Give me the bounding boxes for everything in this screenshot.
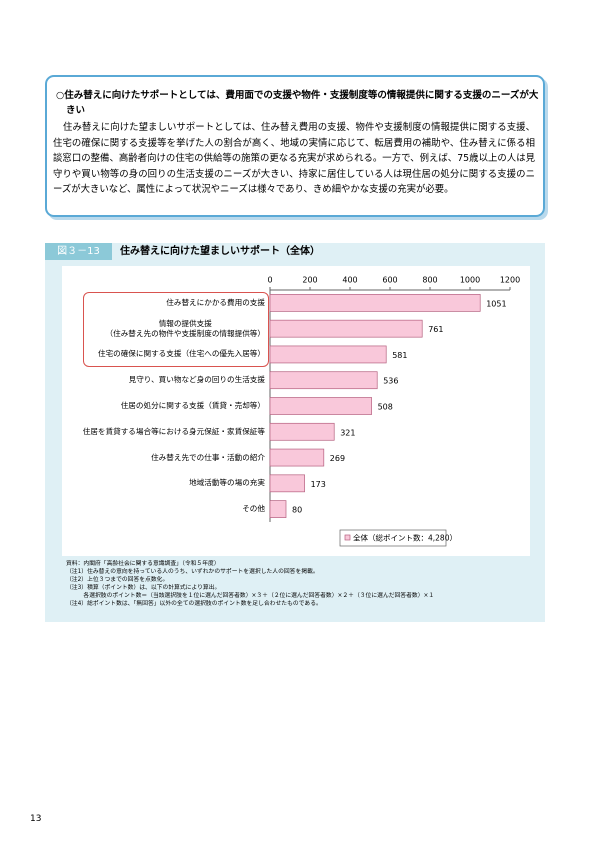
note: （注4）総ポイント数は、「無回答」以外の全ての選択肢のポイント数を足し合わせたも… [66,601,322,607]
notes: 資料：内閣府「高齢社会に関する意識調査」（令和５年度） （注1）住み替えの意向を持… [66,560,434,608]
note: （注2）上位３つまでの回答を点数化。 [66,577,169,583]
bar [269,500,287,518]
figure-label: 図３－13 [45,243,112,260]
summary-box [45,75,545,217]
value-label: 581 [392,351,407,360]
x-tick-label: 0 [267,276,272,285]
x-tick-label: 800 [422,276,437,285]
category-label: 情報の提供支援 （住み替え先の物件や支援制度の情報提供等） [105,318,265,338]
value-label: 761 [428,325,443,334]
value-label: 1051 [486,299,506,308]
x-tick-label: 1200 [500,276,520,285]
value-label: 508 [378,403,393,412]
x-tick-label: 200 [302,276,317,285]
category-label: 住み替えにかかる費用の支援 [166,297,265,307]
category-label: 住み替え先での仕事・活動の紹介 [151,452,265,462]
bar [269,474,305,493]
bar [269,448,325,467]
bar [269,397,372,415]
value-label: 80 [292,506,302,515]
legend-label: 全体（総ポイント数：4,280） [353,533,457,543]
bar [269,319,423,338]
x-tick-label: 600 [382,276,397,285]
bar [269,371,378,390]
value-label: 269 [330,454,345,463]
box-heading: ○住み替えに向けたサポートとしては、費用面での支援や物件・支援制度等の情報提供に… [56,90,539,116]
x-tick-label: 400 [342,276,357,285]
value-label: 536 [383,377,398,386]
note: 各選択肢のポイント数＝（当該選択肢を１位に選んだ回答者数）×３＋（２位に選んだ回… [66,593,435,599]
category-label: 見守り、買い物など身の回りの生活支援 [128,375,265,385]
bar [269,422,335,441]
bar [269,345,387,364]
value-label: 321 [340,428,355,437]
note: 資料：内閣府「高齢社会に関する意識調査」（令和５年度） [66,561,220,567]
legend-swatch [344,534,351,541]
note: （注3）積算（ポイント数）は、以下の計算式により算出。 [66,585,221,591]
category-label: 住居を賃貸する場合等における身元保証・家賃保証等 [82,426,265,436]
category-label: 地域活動等の場の充実 [189,478,265,488]
page-number: 13 [30,814,42,824]
x-tick-label: 1000 [460,276,480,285]
category-label: 住宅の確保に関する支援（住宅への優先入居等） [97,349,265,359]
category-label: その他 [242,504,265,514]
note: （注1）住み替えの意向を持っている人のうち、いずれかのサポートを選択した人の回答… [66,569,319,575]
bar [269,294,481,312]
figure-title: 住み替えに向けた望ましいサポート（全体） [120,246,320,257]
highlight-frame [83,292,269,367]
box-body: 住み替えに向けた望ましいサポートとしては、住み替え費用の支援、物件や支援制度の情… [53,122,535,196]
value-label: 173 [311,480,326,489]
legend-frame [339,529,447,547]
category-label: 住居の処分に関する支援（賃貸・売却等） [120,401,265,410]
